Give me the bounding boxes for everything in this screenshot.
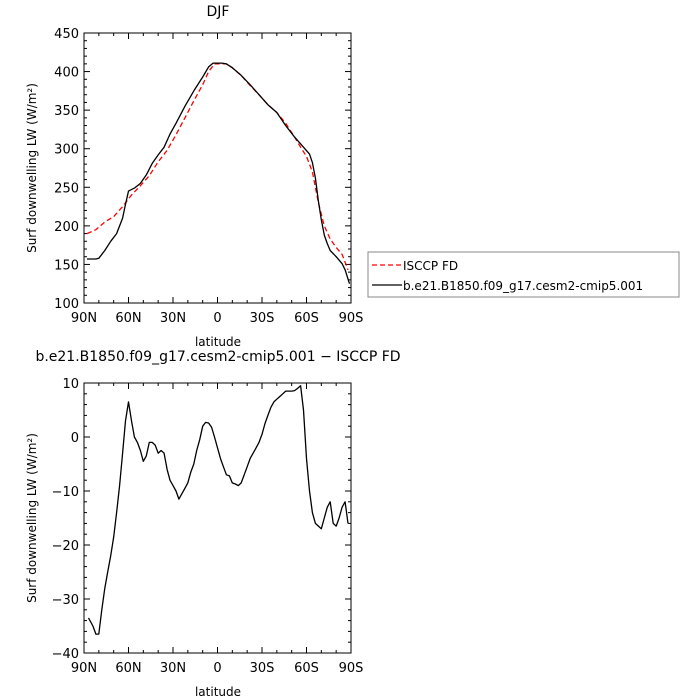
bottom-chart-x-tick-label: 60N (115, 661, 141, 676)
bottom-chart-y-tick-label: 0 (71, 431, 79, 446)
top-chart-y-tick-labels: 100 150 200 250 300 350 400 450 (54, 27, 79, 312)
bottom-chart-y-tick-labels: −40 −30 −20 −10 0 10 (52, 377, 79, 662)
top-chart-y-tick-label: 150 (54, 258, 79, 273)
top-chart-y-tick-label: 300 (54, 143, 79, 158)
top-chart-y-tick-label: 250 (54, 181, 79, 196)
top-chart-y-tick-label: 200 (54, 220, 79, 235)
bottom-chart-y-tick-label: −10 (52, 485, 79, 500)
bottom-chart-series-difference-line (87, 385, 349, 635)
bottom-chart-x-tick-label: 60S (294, 661, 319, 676)
bottom-chart-y-tick-label: −20 (52, 539, 79, 554)
legend-label-model: b.e21.B1850.f09_g17.cesm2-cmip5.001 (403, 279, 643, 293)
top-chart-y-tick-label: 350 (54, 104, 79, 119)
top-chart-series-model-line (87, 62, 351, 284)
bottom-chart-x-tick-label: 0 (213, 661, 221, 676)
legend-box (367, 251, 680, 298)
top-chart-y-axis-label: Surf downwelling LW (W/m²) (25, 83, 39, 253)
legend-label-isccp: ISCCP FD (403, 259, 458, 273)
bottom-chart-panel: b.e21.B1850.f09_g17.cesm2-cmip5.001 − IS… (25, 349, 401, 699)
top-chart-x-tick-label: 30S (250, 311, 275, 326)
bottom-chart-x-tick-label: 90S (339, 661, 364, 676)
bottom-chart-title: b.e21.B1850.f09_g17.cesm2-cmip5.001 − IS… (35, 349, 400, 365)
bottom-chart-x-tick-label: 90N (71, 661, 97, 676)
top-chart-series-isccp-fd-line (86, 63, 349, 271)
top-chart-ticks (83, 32, 352, 304)
bottom-chart-plot-frame (83, 382, 352, 654)
top-chart-y-tick-label: 400 (54, 66, 79, 81)
bottom-chart-x-tick-label: 30N (160, 661, 186, 676)
bottom-chart-y-tick-label: −40 (52, 647, 79, 662)
bottom-chart-x-axis-label: latitude (195, 685, 241, 699)
chart-legend: ISCCP FD b.e21.B1850.f09_g17.cesm2-cmip5… (367, 251, 680, 298)
bottom-chart-series-lines (87, 385, 349, 635)
top-chart-x-tick-label: 60S (294, 311, 319, 326)
top-chart-x-tick-label: 0 (213, 311, 221, 326)
top-chart-series-lines (86, 62, 351, 284)
top-chart-title: DJF (207, 4, 230, 20)
top-chart-y-tick-label: 450 (54, 27, 79, 42)
top-chart-x-tick-label: 60N (115, 311, 141, 326)
top-chart-x-tick-label: 90N (71, 311, 97, 326)
bottom-chart-y-tick-label: −30 (52, 593, 79, 608)
bottom-chart-y-tick-label: 10 (62, 377, 79, 392)
top-chart-panel: DJF 100 150 200 250 300 350 400 450 90N 60N 30N 0 3… (25, 4, 363, 349)
bottom-chart-x-tick-labels: 90N 60N 30N 0 30S 60S 90S (71, 661, 364, 676)
bottom-chart-y-axis-label: Surf downwelling LW (W/m²) (25, 433, 39, 603)
top-chart-x-tick-label: 30N (160, 311, 186, 326)
bottom-chart-ticks (83, 382, 352, 654)
top-chart-x-tick-labels: 90N 60N 30N 0 30S 60S 90S (71, 311, 364, 326)
bottom-chart-x-tick-label: 30S (250, 661, 275, 676)
top-chart-x-axis-label: latitude (195, 335, 241, 349)
top-chart-y-tick-label: 100 (54, 297, 79, 312)
top-chart-x-tick-label: 90S (339, 311, 364, 326)
